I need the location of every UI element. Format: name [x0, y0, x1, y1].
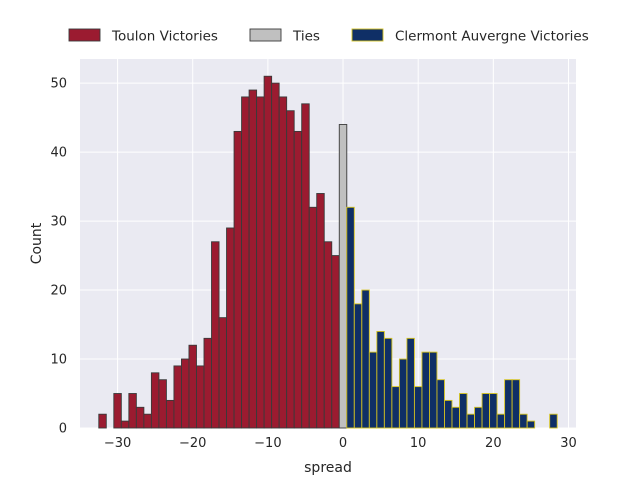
- x-tick-label: 0: [339, 436, 347, 451]
- series-1-bars: [338, 124, 348, 429]
- bars: [98, 75, 558, 429]
- bar: [248, 89, 258, 429]
- bar: [271, 82, 280, 429]
- bar: [181, 358, 190, 429]
- bar: [188, 344, 197, 429]
- bar: [150, 372, 160, 429]
- bar: [308, 206, 318, 429]
- bar: [436, 379, 445, 429]
- bar: [316, 193, 325, 429]
- y-tick-label: 20: [50, 284, 67, 299]
- x-tick-label: −20: [179, 436, 206, 451]
- x-tick-label: 20: [485, 436, 502, 451]
- bar: [444, 399, 453, 429]
- bar: [496, 413, 506, 429]
- bar: [135, 406, 145, 429]
- bar: [158, 379, 167, 429]
- bar: [519, 413, 528, 429]
- bar: [211, 241, 220, 429]
- bar: [196, 365, 205, 429]
- bar: [113, 393, 122, 429]
- bar: [526, 420, 536, 429]
- bar: [173, 365, 182, 429]
- legend-swatch: [68, 28, 101, 42]
- legend-item: Toulon Victories: [68, 28, 218, 45]
- bar: [338, 124, 348, 429]
- bar: [263, 75, 273, 429]
- bar: [383, 337, 393, 429]
- bar: [120, 420, 130, 429]
- y-tick-label: 30: [50, 215, 67, 230]
- y-axis-ticks: 0 10 20 30 40 50: [50, 77, 67, 437]
- x-axis-ticks: −30 −20 −10 0 10 20 30: [104, 436, 577, 451]
- bar: [233, 130, 243, 429]
- bar: [353, 303, 363, 429]
- bar: [286, 110, 295, 429]
- bar: [203, 337, 212, 429]
- x-tick-label: −10: [254, 436, 281, 451]
- legend-item: Clermont Auvergne Victories: [351, 28, 589, 45]
- bar: [511, 379, 521, 429]
- bar: [489, 393, 498, 429]
- series-0-bars: [98, 75, 340, 429]
- x-tick-label: 10: [410, 436, 427, 451]
- bar: [346, 206, 355, 429]
- legend: Toulon Victories Ties Clermont Auvergne Vi…: [68, 28, 589, 45]
- x-tick-label: 30: [560, 436, 577, 451]
- y-tick-label: 40: [50, 146, 67, 161]
- bar: [421, 351, 430, 429]
- bar: [376, 330, 385, 429]
- legend-label: Toulon Victories: [111, 29, 218, 45]
- bar: [301, 103, 310, 429]
- bar: [474, 406, 483, 429]
- x-tick-label: −30: [104, 436, 131, 451]
- legend-swatch: [249, 28, 282, 42]
- bar: [323, 241, 333, 429]
- bar: [293, 130, 303, 429]
- bar: [226, 227, 235, 429]
- bar: [143, 413, 152, 429]
- y-tick-label: 50: [50, 77, 67, 92]
- bar: [481, 393, 491, 429]
- y-axis-label: Count: [29, 222, 45, 264]
- bar: [429, 351, 438, 429]
- bar: [451, 406, 460, 429]
- bar: [361, 289, 370, 429]
- bar: [98, 413, 107, 429]
- bar: [391, 386, 400, 429]
- bar: [549, 413, 558, 429]
- bar: [504, 379, 513, 429]
- legend-label: Ties: [292, 29, 320, 45]
- bar: [331, 255, 340, 429]
- y-tick-label: 0: [59, 422, 67, 437]
- bar: [218, 317, 227, 429]
- bar: [413, 386, 423, 429]
- bar: [256, 96, 265, 429]
- bar: [165, 399, 175, 429]
- y-tick-label: 10: [50, 353, 67, 368]
- bar: [466, 413, 475, 429]
- x-axis-label: spread: [304, 460, 352, 476]
- legend-label: Clermont Auvergne Victories: [395, 29, 589, 45]
- bar: [398, 358, 408, 429]
- legend-swatch: [351, 28, 384, 42]
- bar: [241, 96, 250, 429]
- bar: [459, 393, 468, 429]
- bar: [406, 337, 415, 429]
- bar: [128, 393, 137, 429]
- bar: [368, 351, 378, 429]
- bar: [278, 96, 288, 429]
- series-2-bars: [346, 206, 558, 429]
- legend-item: Ties: [249, 28, 320, 45]
